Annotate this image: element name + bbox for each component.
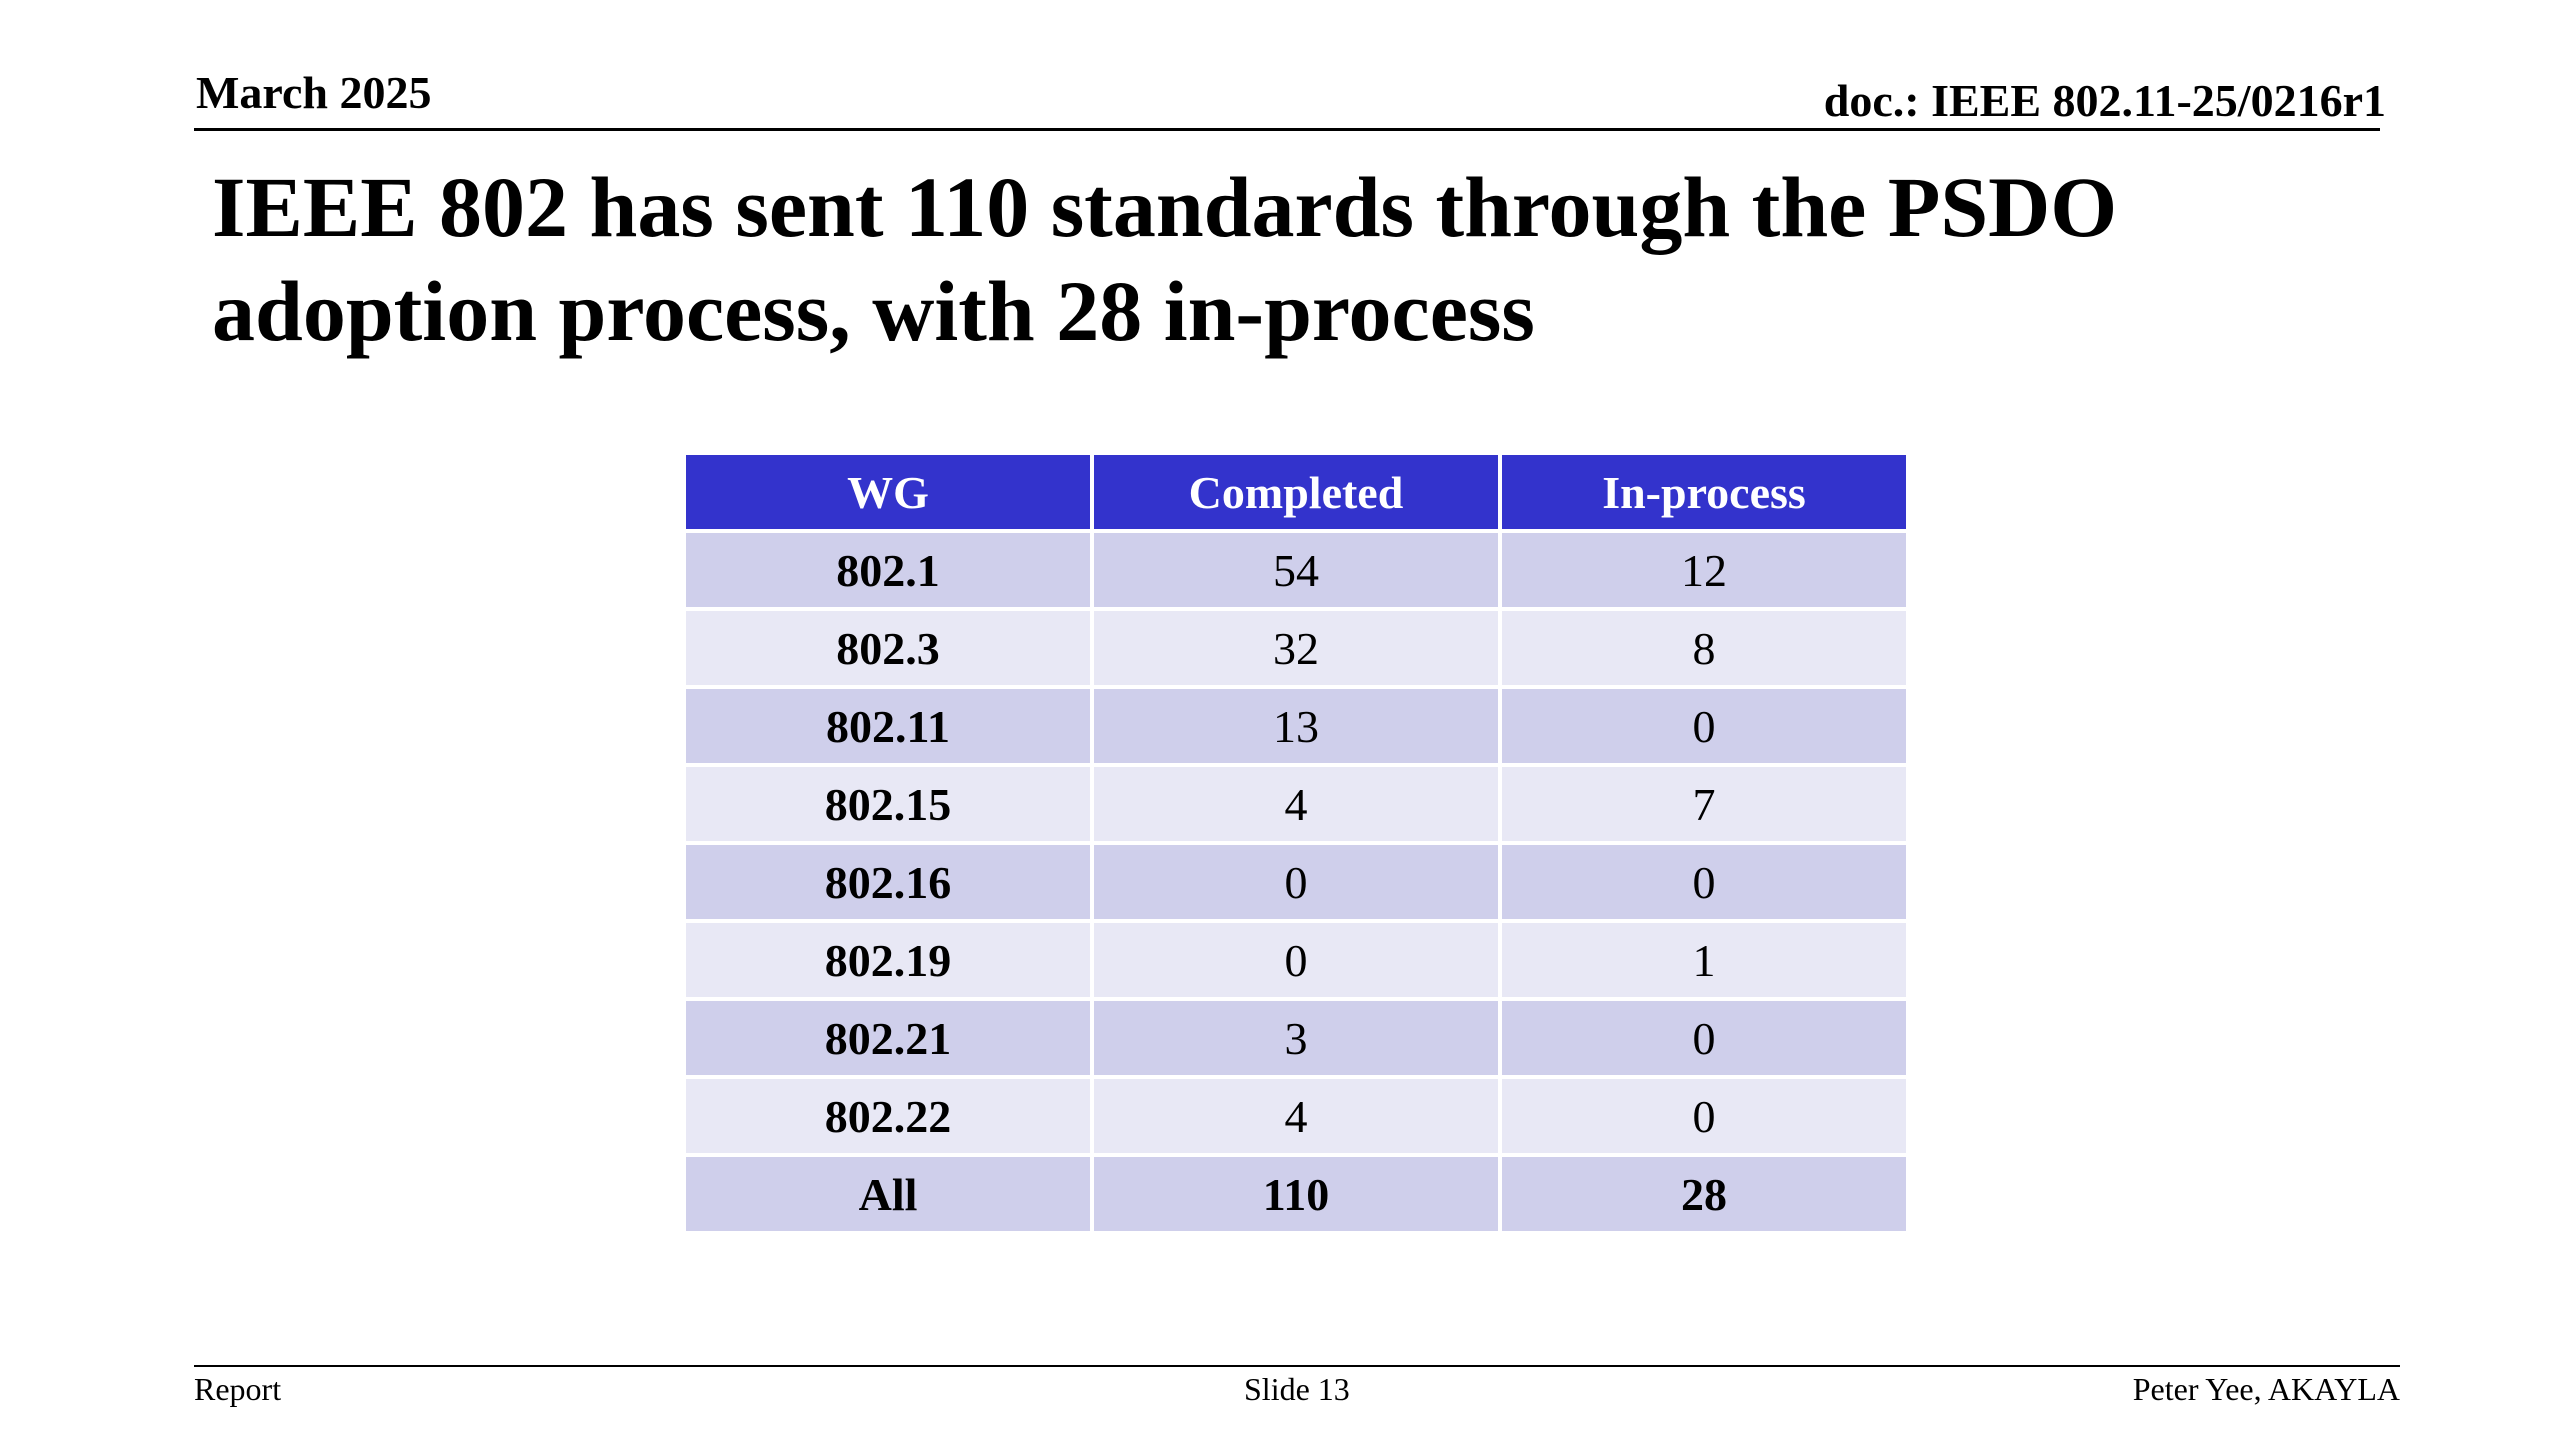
table-row: 802.11 13 0 xyxy=(686,687,1906,767)
in-process-cell: 7 xyxy=(1500,765,1906,845)
table-total-row: All 110 28 xyxy=(686,1153,1906,1231)
wg-cell: 802.16 xyxy=(686,843,1094,923)
wg-cell: 802.19 xyxy=(686,921,1094,1001)
footer-divider xyxy=(194,1365,2400,1367)
completed-cell: 4 xyxy=(1092,765,1502,845)
slide-title: IEEE 802 has sent 110 standards through … xyxy=(212,159,2118,359)
in-process-cell: 8 xyxy=(1500,609,1906,689)
slide-number: Slide 13 xyxy=(1244,1371,1350,1407)
wg-cell: 802.15 xyxy=(686,765,1094,845)
in-process-cell: 0 xyxy=(1500,1077,1906,1157)
wg-cell: 802.22 xyxy=(686,1077,1094,1157)
total-label-cell: All xyxy=(686,1155,1094,1231)
wg-cell: 802.21 xyxy=(686,999,1094,1079)
table-row: 802.19 0 1 xyxy=(686,921,1906,1001)
wg-adoption-table: WG Completed In-process 802.1 54 12 802.… xyxy=(686,455,1906,1231)
completed-cell: 4 xyxy=(1092,1077,1502,1157)
in-process-cell: 0 xyxy=(1500,999,1906,1079)
completed-cell: 32 xyxy=(1092,609,1502,689)
footer-label: Report xyxy=(194,1371,282,1407)
header-divider xyxy=(194,128,2380,131)
completed-cell: 13 xyxy=(1092,687,1502,767)
table-header-row: WG Completed In-process xyxy=(686,455,1906,533)
completed-cell: 0 xyxy=(1092,921,1502,1001)
table-row: 802.3 32 8 xyxy=(686,609,1906,689)
wg-cell: 802.11 xyxy=(686,687,1094,767)
total-completed-cell: 110 xyxy=(1092,1153,1502,1231)
completed-cell: 54 xyxy=(1092,531,1502,611)
column-header-completed: Completed xyxy=(1092,455,1502,533)
header-doc-id: doc.: IEEE 802.11-25/0216r1 xyxy=(1823,75,2386,126)
table-row: 802.22 4 0 xyxy=(686,1077,1906,1157)
in-process-cell: 0 xyxy=(1500,843,1906,923)
header-date: March 2025 xyxy=(196,67,432,118)
footer-author: Peter Yee, AKAYLA xyxy=(2132,1371,2400,1407)
table-row: 802.15 4 7 xyxy=(686,765,1906,845)
completed-cell: 0 xyxy=(1092,843,1502,923)
in-process-cell: 1 xyxy=(1500,921,1906,1001)
wg-cell: 802.3 xyxy=(686,609,1094,689)
table-row: 802.21 3 0 xyxy=(686,999,1906,1079)
in-process-cell: 0 xyxy=(1500,687,1906,767)
column-header-in-process: In-process xyxy=(1500,455,1906,533)
completed-cell: 3 xyxy=(1092,999,1502,1079)
table-row: 802.1 54 12 xyxy=(686,531,1906,611)
wg-cell: 802.1 xyxy=(686,531,1094,611)
column-header-wg: WG xyxy=(686,455,1094,533)
total-in-process-cell: 28 xyxy=(1500,1153,1906,1231)
table-row: 802.16 0 0 xyxy=(686,843,1906,923)
in-process-cell: 12 xyxy=(1500,531,1906,611)
